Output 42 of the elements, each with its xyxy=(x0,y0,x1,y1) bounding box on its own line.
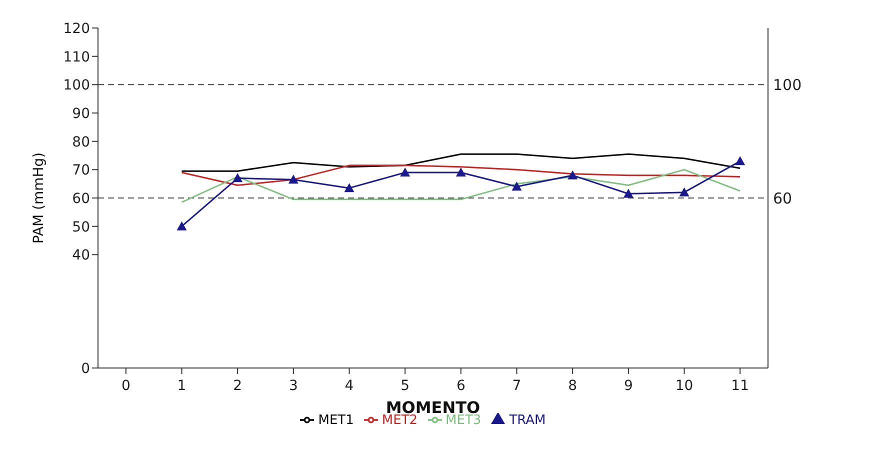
line-series xyxy=(181,168,741,203)
y-tick-label: 0 xyxy=(81,360,90,377)
point xyxy=(400,168,410,176)
y-tick-label: 70 xyxy=(72,162,90,179)
x-tick-label: 3 xyxy=(288,378,298,394)
x-tick-label: 6 xyxy=(456,378,466,394)
y-tick-label: 80 xyxy=(72,134,90,150)
point xyxy=(512,182,522,191)
legend-label: MET1 xyxy=(318,413,354,428)
ref-line-label: 60 xyxy=(773,189,792,208)
y-tick-label: 40 xyxy=(72,248,90,264)
x-tick-label: 4 xyxy=(344,378,354,394)
point xyxy=(735,156,746,166)
x-tick-label: 1 xyxy=(177,378,186,394)
ref-line-label: 100 xyxy=(773,76,802,94)
point xyxy=(456,168,466,176)
point xyxy=(288,174,298,184)
x-tick-label: 8 xyxy=(568,378,578,394)
point xyxy=(232,173,243,182)
line-series xyxy=(181,153,741,172)
line-series xyxy=(181,164,741,186)
y-tick-label: 100 xyxy=(63,78,90,94)
point xyxy=(344,183,354,192)
y-axis-title: PAM (mmHg) xyxy=(30,152,47,244)
y-tick-label: 50 xyxy=(72,219,90,236)
x-tick-label: 2 xyxy=(233,378,242,394)
x-tick-label: 9 xyxy=(624,378,633,394)
x-tick-label: 11 xyxy=(731,378,749,394)
x-tick-label: 5 xyxy=(400,378,410,394)
x-tick-label: 7 xyxy=(512,378,522,394)
y-tick-label: 110 xyxy=(63,49,90,66)
legend-label: TRAM xyxy=(509,413,546,428)
point xyxy=(679,187,690,196)
y-tick-label: 90 xyxy=(72,106,90,122)
point xyxy=(568,170,578,180)
point xyxy=(623,188,634,198)
y-tick-label: 60 xyxy=(72,190,90,207)
y-tick-label: 120 xyxy=(63,20,90,37)
x-tick-label: 0 xyxy=(121,378,130,394)
legend-label: MET3 xyxy=(446,413,482,428)
x-tick-label: 10 xyxy=(675,378,694,394)
point xyxy=(176,221,187,230)
